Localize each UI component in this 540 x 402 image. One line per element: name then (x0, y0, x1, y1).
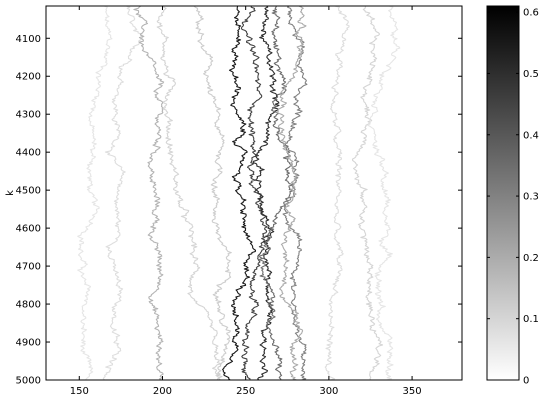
y-tick-label: 4900 (16, 338, 41, 349)
x-tick-label: 150 (70, 386, 89, 397)
x-tick-label: 300 (319, 386, 338, 397)
y-tick-label: 4700 (16, 262, 41, 273)
x-tick-label: 200 (153, 386, 172, 397)
y-tick-label: 4100 (16, 34, 41, 45)
y-tick-label: 4500 (16, 186, 41, 197)
track-line (324, 6, 350, 380)
track-line (351, 6, 384, 380)
colorbar-tick-label: 0.4 (523, 130, 539, 141)
y-tick-label: 4300 (16, 110, 41, 121)
track-line (222, 6, 257, 380)
track-line (276, 6, 307, 380)
colorbar (486, 5, 520, 381)
y-tick-label: 4400 (16, 148, 41, 159)
track-line (367, 6, 401, 380)
y-tick-label: 4600 (16, 224, 41, 235)
track-layer (77, 6, 401, 380)
track-line (252, 6, 280, 380)
colorbar-tick-label: 0.2 (523, 253, 539, 264)
y-axis-label: k (5, 190, 16, 196)
colorbar-tick-label: 0.5 (523, 69, 539, 80)
track-line (102, 6, 144, 380)
plot-frame (45, 5, 463, 381)
track-line (77, 6, 113, 380)
colorbar-tick-label: 0.3 (523, 192, 539, 203)
y-tick-label: 4800 (16, 300, 41, 311)
x-tick-label: 350 (403, 386, 422, 397)
y-tick-label: 4200 (16, 72, 41, 83)
y-axis: 4100 4200 4300 4400 4500 4600 4700 4800 4900 5000 (16, 34, 462, 387)
x-axis: 150 200 250 300 350 (70, 6, 422, 397)
colorbar-tick-label: 0 (523, 376, 529, 387)
track-line (258, 6, 294, 380)
colorbar-axis: 0 0.1 0.2 0.3 0.4 0.5 0.6 (487, 8, 539, 387)
track-line (156, 6, 222, 380)
colorbar-tick-label: 0.1 (523, 314, 539, 325)
plot-background (46, 6, 462, 380)
track-line (193, 6, 232, 380)
track-line (133, 6, 165, 380)
colorbar-tick-label: 0.6 (523, 8, 539, 19)
x-tick-label: 250 (236, 386, 255, 397)
y-tick-label: 5000 (16, 376, 41, 387)
